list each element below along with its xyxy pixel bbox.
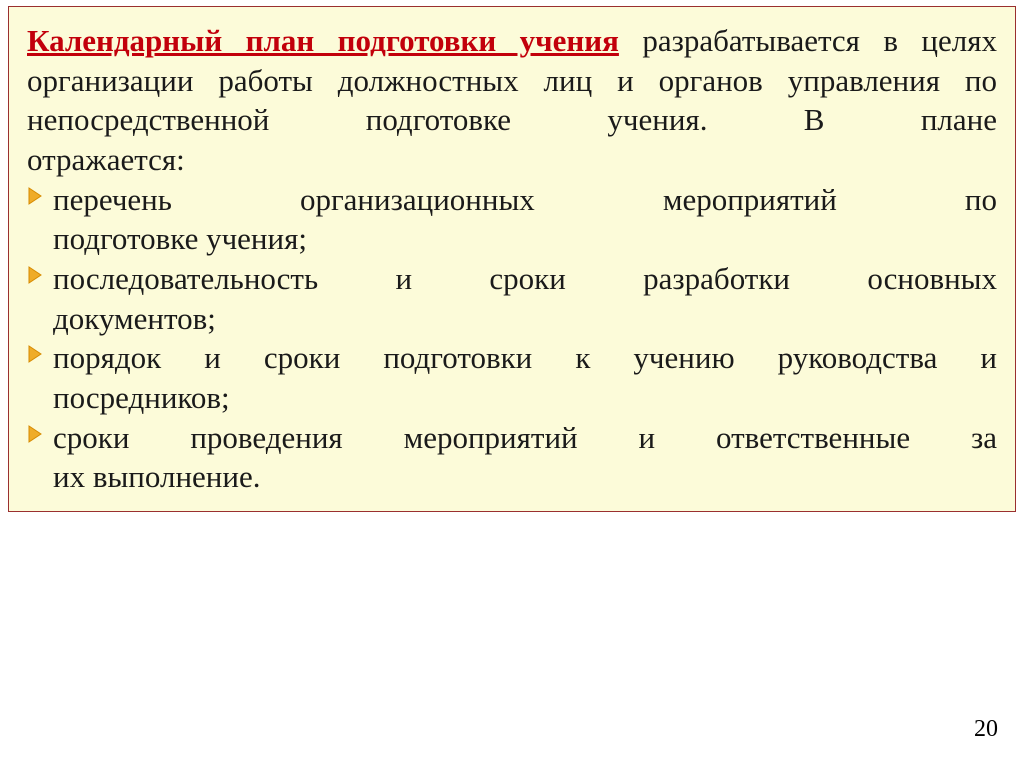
bullet-last: документов;	[53, 299, 997, 339]
slide: Календарный план подготовки учения разра…	[0, 0, 1024, 767]
bullet-item: порядок и сроки подготовки к учению руко…	[27, 338, 997, 417]
bullet-last: их выполнение.	[53, 457, 997, 497]
chevron-right-icon	[27, 265, 53, 295]
bullet-item: сроки проведения мероприятий и ответстве…	[27, 418, 997, 497]
intro-paragraph: Календарный план подготовки учения разра…	[27, 21, 997, 140]
bullet-text: последовательность и сроки разработки ос…	[53, 259, 997, 338]
chevron-right-icon	[27, 344, 53, 374]
bullet-line: перечень организационных мероприятий по	[53, 180, 997, 220]
bullet-last: подготовке учения;	[53, 219, 997, 259]
page-number: 20	[974, 716, 998, 743]
bullet-item: перечень организационных мероприятий по …	[27, 180, 997, 259]
chevron-right-icon	[27, 424, 53, 454]
bullet-line: последовательность и сроки разработки ос…	[53, 259, 997, 299]
bullet-text: сроки проведения мероприятий и ответстве…	[53, 418, 997, 497]
bullet-text: перечень организационных мероприятий по …	[53, 180, 997, 259]
bullet-text: порядок и сроки подготовки к учению руко…	[53, 338, 997, 417]
bullet-line: сроки проведения мероприятий и ответстве…	[53, 418, 997, 458]
chevron-right-icon	[27, 186, 53, 216]
bullet-item: последовательность и сроки разработки ос…	[27, 259, 997, 338]
bullet-last: посредников;	[53, 378, 997, 418]
title: Календарный план подготовки учения	[27, 23, 619, 58]
bullet-line: порядок и сроки подготовки к учению руко…	[53, 338, 997, 378]
content-box: Календарный план подготовки учения разра…	[8, 6, 1016, 512]
intro-last-line: отражается:	[27, 140, 997, 180]
